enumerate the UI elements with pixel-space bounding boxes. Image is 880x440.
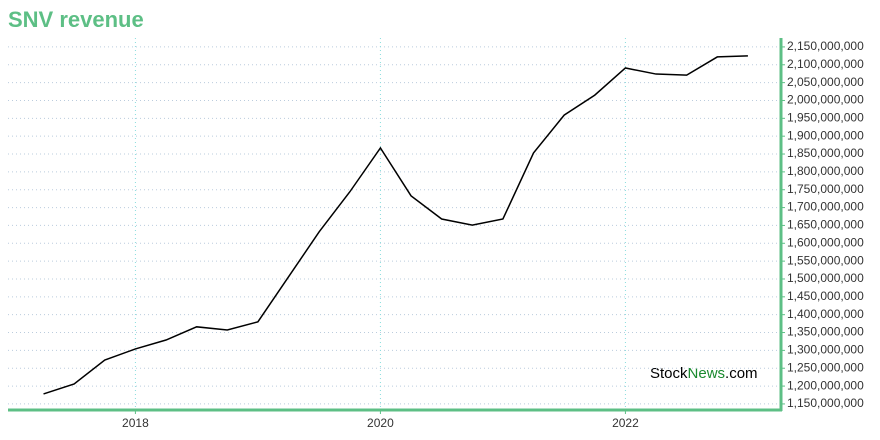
- chart-title: SNV revenue: [8, 7, 144, 32]
- y-tick-label: 1,550,000,000: [787, 253, 864, 267]
- y-tick-label: 2,100,000,000: [787, 57, 864, 71]
- y-tick-label: 1,750,000,000: [787, 182, 864, 196]
- x-tick-label: 2020: [367, 416, 394, 430]
- x-tick-label: 2018: [122, 416, 149, 430]
- y-tick-label: 1,500,000,000: [787, 271, 864, 285]
- y-tick-label: 1,650,000,000: [787, 218, 864, 232]
- y-tick-label: 1,900,000,000: [787, 128, 864, 142]
- y-tick-label: 2,050,000,000: [787, 75, 864, 89]
- watermark-part: .com: [725, 365, 758, 382]
- watermark: StockNews.com: [650, 365, 758, 382]
- y-tick-label: 2,000,000,000: [787, 93, 864, 107]
- x-tick-label: 2022: [612, 416, 639, 430]
- y-tick-label: 1,350,000,000: [787, 325, 864, 339]
- y-tick-label: 1,950,000,000: [787, 110, 864, 124]
- y-tick-label: 1,450,000,000: [787, 289, 864, 303]
- y-tick-label: 1,200,000,000: [787, 378, 864, 392]
- y-tick-label: 1,800,000,000: [787, 164, 864, 178]
- y-tick-label: 1,300,000,000: [787, 343, 864, 357]
- y-tick-label: 1,150,000,000: [787, 396, 864, 410]
- y-tick-label: 1,400,000,000: [787, 307, 864, 321]
- y-tick-label: 1,700,000,000: [787, 200, 864, 214]
- y-tick-label: 2,150,000,000: [787, 39, 864, 53]
- watermark-part: Stock: [650, 365, 688, 382]
- y-tick-label: 1,600,000,000: [787, 235, 864, 249]
- y-tick-label: 1,850,000,000: [787, 146, 864, 160]
- y-tick-label: 1,250,000,000: [787, 360, 864, 374]
- watermark-part: News: [688, 365, 726, 382]
- line: [43, 55, 748, 395]
